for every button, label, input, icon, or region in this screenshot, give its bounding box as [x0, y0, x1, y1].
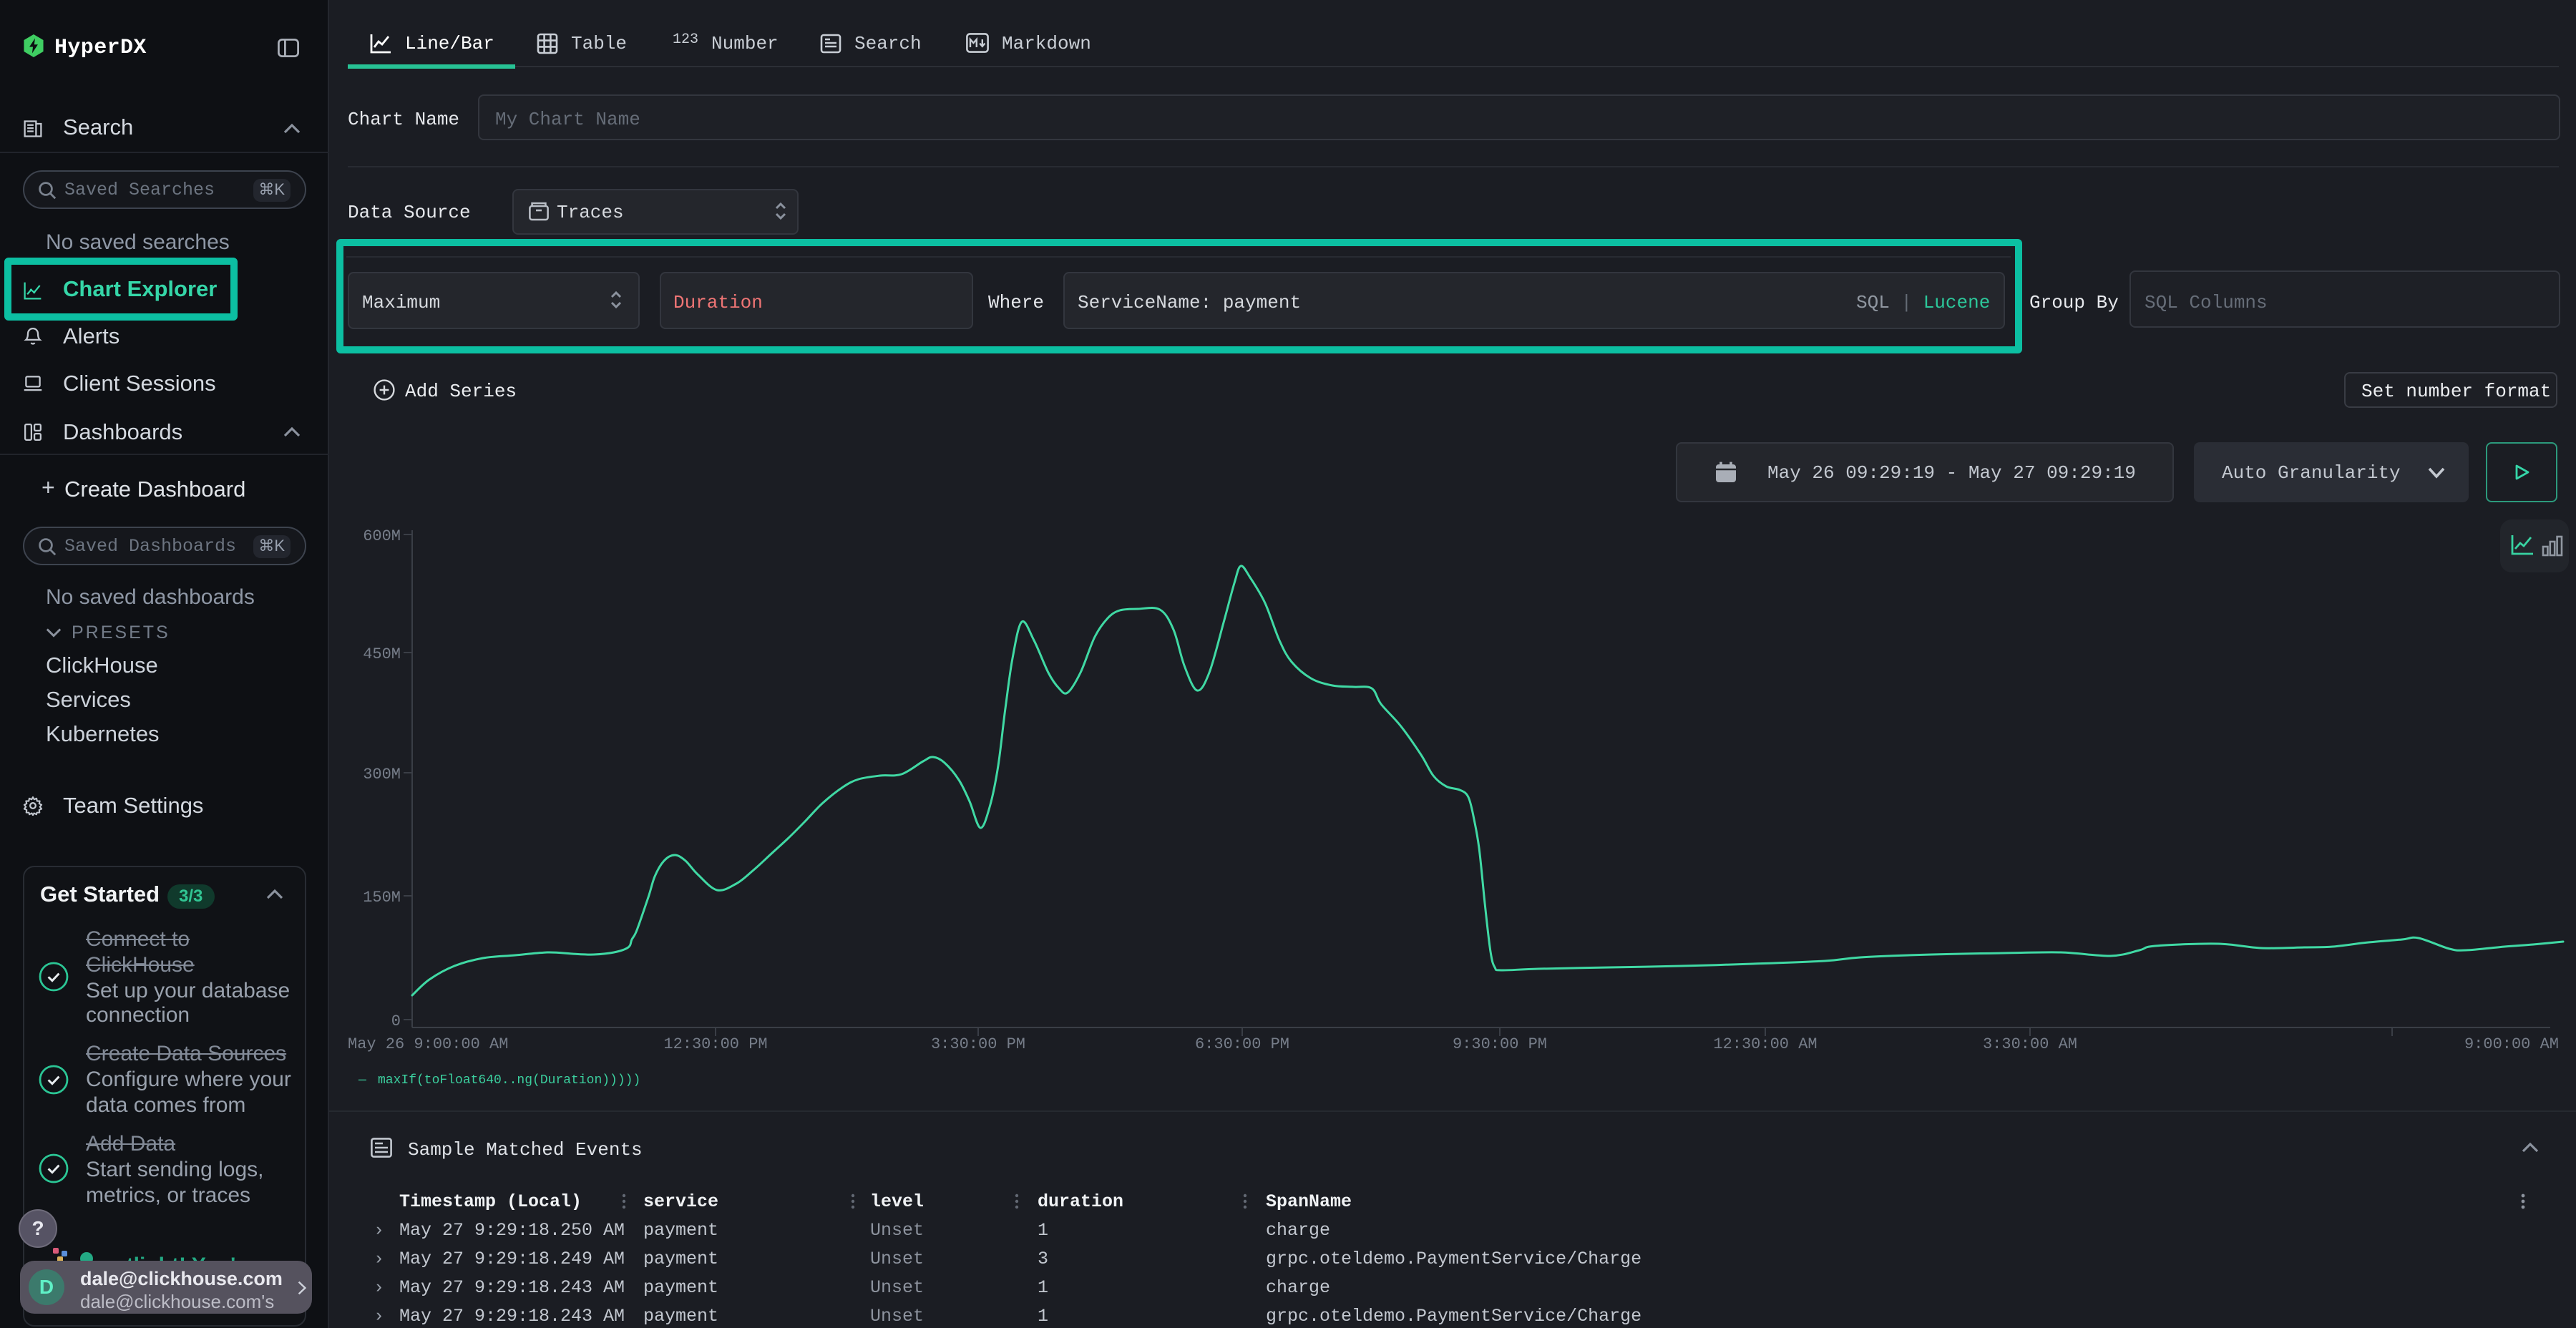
svg-text:3:30:00 PM: 3:30:00 PM	[931, 1035, 1025, 1053]
svg-text:May 26 9:00:00 AM: May 26 9:00:00 AM	[348, 1035, 508, 1053]
svg-text:—: —	[358, 1073, 366, 1088]
svg-text:maxIf(toFloat640..ng(Duration): maxIf(toFloat640..ng(Duration)))))	[378, 1073, 640, 1088]
svg-text:300M: 300M	[363, 766, 401, 783]
svg-text:150M: 150M	[363, 889, 401, 907]
svg-text:3:30:00 AM: 3:30:00 AM	[1983, 1035, 2077, 1053]
svg-text:12:30:00 PM: 12:30:00 PM	[663, 1035, 767, 1053]
svg-text:9:00:00 AM: 9:00:00 AM	[2464, 1035, 2559, 1053]
svg-text:12:30:00 AM: 12:30:00 AM	[1713, 1035, 1817, 1053]
svg-text:450M: 450M	[363, 645, 401, 663]
svg-text:6:30:00 PM: 6:30:00 PM	[1195, 1035, 1289, 1053]
svg-text:600M: 600M	[363, 527, 401, 545]
svg-text:9:30:00 PM: 9:30:00 PM	[1453, 1035, 1547, 1053]
svg-text:0: 0	[391, 1012, 401, 1030]
